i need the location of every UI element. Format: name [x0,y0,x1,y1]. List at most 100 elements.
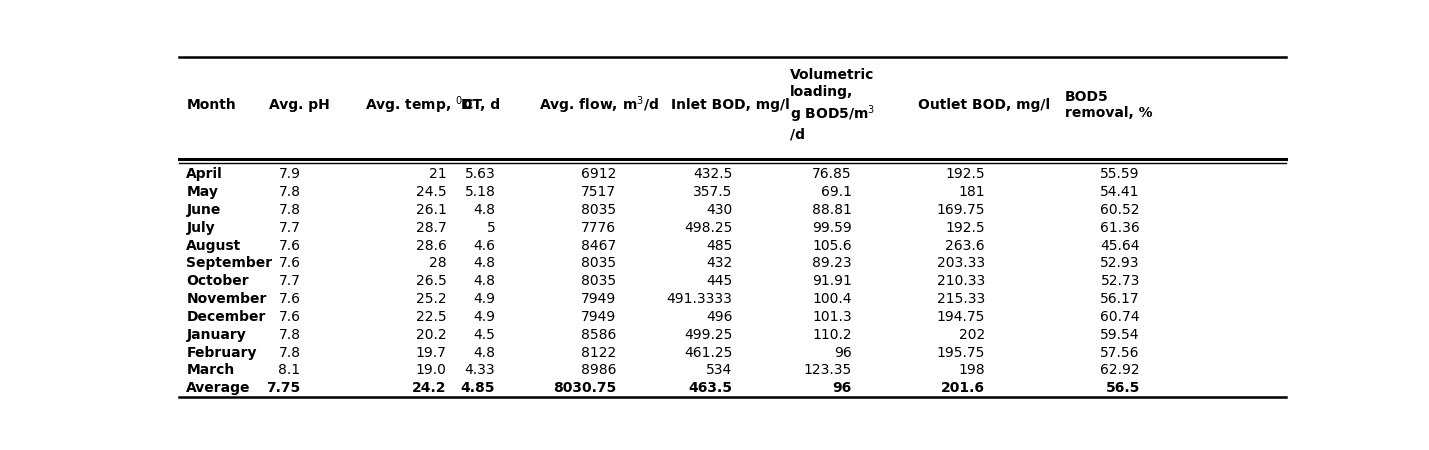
Text: 28.6: 28.6 [416,238,447,253]
Text: 88.81: 88.81 [812,203,852,217]
Text: May: May [186,185,219,199]
Text: January: January [186,328,246,342]
Text: 4.33: 4.33 [464,363,496,378]
Text: 110.2: 110.2 [812,328,852,342]
Text: 7.8: 7.8 [279,203,300,217]
Text: 19.0: 19.0 [416,363,447,378]
Text: 203.33: 203.33 [937,256,985,270]
Text: 534: 534 [706,363,733,378]
Text: 215.33: 215.33 [936,292,985,306]
Text: 499.25: 499.25 [684,328,733,342]
Text: October: October [186,274,249,288]
Text: 69.1: 69.1 [822,185,852,199]
Text: August: August [186,238,242,253]
Text: November: November [186,292,267,306]
Text: 101.3: 101.3 [812,310,852,324]
Text: 24.5: 24.5 [416,185,447,199]
Text: 181: 181 [959,185,985,199]
Text: 445: 445 [706,274,733,288]
Text: Average: Average [186,381,252,395]
Text: 62.92: 62.92 [1100,363,1140,378]
Text: 56.5: 56.5 [1106,381,1140,395]
Text: 105.6: 105.6 [812,238,852,253]
Text: 96: 96 [835,346,852,360]
Text: 89.23: 89.23 [812,256,852,270]
Text: June: June [186,203,220,217]
Text: 194.75: 194.75 [936,310,985,324]
Text: 7.6: 7.6 [279,292,300,306]
Text: 56.17: 56.17 [1100,292,1140,306]
Text: 432.5: 432.5 [693,167,733,181]
Text: 45.64: 45.64 [1100,238,1140,253]
Text: 8467: 8467 [580,238,616,253]
Text: 54.41: 54.41 [1100,185,1140,199]
Text: 7.9: 7.9 [279,167,300,181]
Text: 8.1: 8.1 [279,363,300,378]
Text: 498.25: 498.25 [684,221,733,235]
Text: 96: 96 [833,381,852,395]
Text: 357.5: 357.5 [693,185,733,199]
Text: 24.2: 24.2 [412,381,447,395]
Text: 4.5: 4.5 [473,328,496,342]
Text: 28: 28 [429,256,447,270]
Text: 7.6: 7.6 [279,256,300,270]
Text: 7.7: 7.7 [279,274,300,288]
Text: 210.33: 210.33 [936,274,985,288]
Text: 91.91: 91.91 [812,274,852,288]
Text: September: September [186,256,273,270]
Text: Avg. temp, $^0$C: Avg. temp, $^0$C [364,94,473,116]
Text: July: July [186,221,214,235]
Text: 432: 432 [706,256,733,270]
Text: 463.5: 463.5 [689,381,733,395]
Text: 99.59: 99.59 [812,221,852,235]
Text: 21: 21 [429,167,447,181]
Text: December: December [186,310,266,324]
Text: 123.35: 123.35 [803,363,852,378]
Text: Month: Month [186,98,236,112]
Text: 195.75: 195.75 [936,346,985,360]
Text: 7.8: 7.8 [279,328,300,342]
Text: 7776: 7776 [582,221,616,235]
Text: 8586: 8586 [580,328,616,342]
Text: 4.9: 4.9 [473,310,496,324]
Text: 8035: 8035 [582,256,616,270]
Text: 6912: 6912 [580,167,616,181]
Text: 60.74: 60.74 [1100,310,1140,324]
Text: 5: 5 [487,221,496,235]
Text: 7.6: 7.6 [279,310,300,324]
Text: 7.75: 7.75 [266,381,300,395]
Text: 201.6: 201.6 [940,381,985,395]
Text: 202: 202 [959,328,985,342]
Text: 8986: 8986 [580,363,616,378]
Text: 198: 198 [959,363,985,378]
Text: 7949: 7949 [580,292,616,306]
Text: 169.75: 169.75 [936,203,985,217]
Text: April: April [186,167,223,181]
Text: Avg. flow, m$^3$/d: Avg. flow, m$^3$/d [539,94,659,116]
Text: 7.8: 7.8 [279,346,300,360]
Text: 192.5: 192.5 [945,167,985,181]
Text: 461.25: 461.25 [684,346,733,360]
Text: 192.5: 192.5 [945,221,985,235]
Text: 8035: 8035 [582,274,616,288]
Text: 60.52: 60.52 [1100,203,1140,217]
Text: 7.8: 7.8 [279,185,300,199]
Text: 8030.75: 8030.75 [553,381,616,395]
Text: 20.2: 20.2 [416,328,447,342]
Text: 4.8: 4.8 [473,256,496,270]
Text: 76.85: 76.85 [812,167,852,181]
Text: Outlet BOD, mg/l: Outlet BOD, mg/l [919,98,1050,112]
Text: 26.5: 26.5 [416,274,447,288]
Text: 7.7: 7.7 [279,221,300,235]
Text: 5.63: 5.63 [464,167,496,181]
Text: 26.1: 26.1 [416,203,447,217]
Text: 28.7: 28.7 [416,221,447,235]
Text: 8035: 8035 [582,203,616,217]
Text: February: February [186,346,257,360]
Text: 4.8: 4.8 [473,274,496,288]
Text: 8122: 8122 [580,346,616,360]
Text: 4.85: 4.85 [462,381,496,395]
Text: 59.54: 59.54 [1100,328,1140,342]
Text: Avg. pH: Avg. pH [270,98,330,112]
Text: 61.36: 61.36 [1100,221,1140,235]
